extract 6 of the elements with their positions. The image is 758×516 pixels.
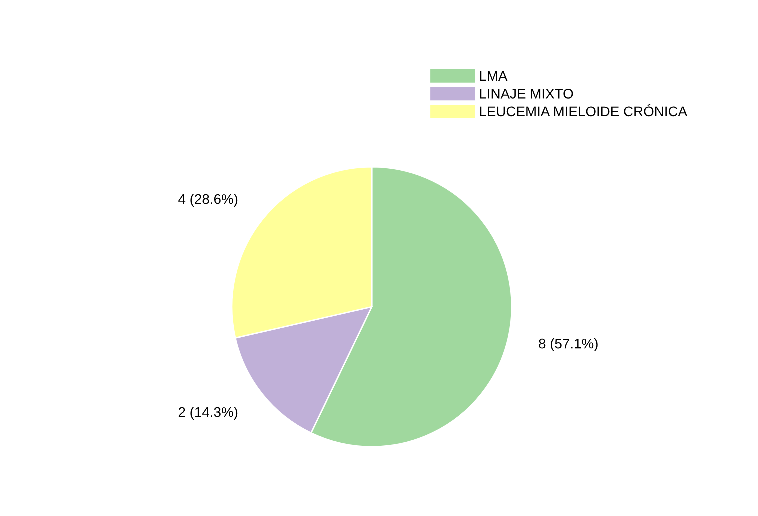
data-label: 2 (14.3%): [178, 407, 238, 420]
legend-label: LINAJE MIXTO: [480, 88, 574, 99]
data-label: 8 (57.1%): [539, 338, 598, 352]
legend-label: LMA: [480, 71, 508, 81]
legend-label: LEUCEMIA MIELOIDE CRÓNICA: [480, 104, 688, 117]
data-label: 4 (28.6%): [178, 194, 238, 207]
